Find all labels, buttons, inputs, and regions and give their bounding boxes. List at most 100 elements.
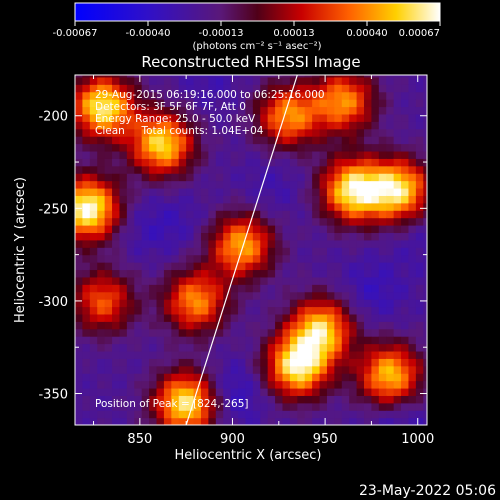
- heatmap-cell: [119, 380, 128, 389]
- heatmap-cell: [200, 210, 209, 219]
- heatmap-cell: [134, 210, 143, 219]
- heatmap-cell: [319, 232, 328, 241]
- heatmap-cell: [393, 387, 402, 396]
- heatmap-cell: [134, 202, 143, 211]
- heatmap-cell: [200, 106, 209, 115]
- heatmap-cell: [149, 91, 158, 100]
- heatmap-cell: [238, 402, 247, 411]
- heatmap-cell: [186, 113, 195, 122]
- heatmap-cell: [393, 306, 402, 315]
- heatmap-cell: [252, 75, 261, 78]
- heatmap-cell: [275, 239, 284, 248]
- heatmap-cell: [356, 165, 365, 174]
- heatmap-cell: [171, 343, 180, 352]
- heatmap-cell: [289, 225, 298, 234]
- heatmap-cell: [112, 343, 121, 352]
- heatmap-cell: [289, 121, 298, 130]
- heatmap-cell: [341, 373, 350, 382]
- heatmap-cell: [141, 75, 150, 78]
- heatmap-cell: [341, 269, 350, 278]
- heatmap-cell: [230, 373, 239, 382]
- heatmap-cell: [208, 187, 217, 196]
- heatmap-cell: [82, 262, 91, 271]
- heatmap-cell: [126, 158, 135, 167]
- heatmap-cell: [386, 99, 395, 108]
- heatmap-cell: [364, 232, 373, 241]
- heatmap-cell: [297, 99, 306, 108]
- heatmap-cell: [230, 306, 239, 315]
- heatmap-cell: [356, 106, 365, 115]
- heatmap-cell: [252, 225, 261, 234]
- heatmap-cell: [238, 75, 247, 78]
- heatmap-cell: [82, 136, 91, 145]
- heatmap-cell: [371, 217, 380, 226]
- heatmap-cell: [178, 299, 187, 308]
- heatmap-cell: [193, 99, 202, 108]
- heatmap-cell: [260, 410, 269, 419]
- heatmap-cell: [297, 202, 306, 211]
- heatmap-cell: [82, 195, 91, 204]
- heatmap-cell: [200, 173, 209, 182]
- heatmap-cell: [282, 210, 291, 219]
- x-tick-label: 850: [127, 432, 152, 447]
- heatmap-cell: [334, 165, 343, 174]
- heatmap-cell: [319, 343, 328, 352]
- heatmap-cell: [178, 76, 187, 85]
- heatmap-cell: [163, 210, 172, 219]
- heatmap-cell: [82, 128, 91, 137]
- heatmap-cell: [260, 387, 269, 396]
- heatmap-cell: [171, 262, 180, 271]
- heatmap-cell: [334, 195, 343, 204]
- heatmap-cell: [349, 387, 358, 396]
- x-tick-label: 900: [220, 432, 245, 447]
- heatmap-cell: [82, 158, 91, 167]
- heatmap-cell: [282, 373, 291, 382]
- heatmap-cell: [134, 410, 143, 419]
- heatmap-cell: [341, 387, 350, 396]
- heatmap-cell: [149, 306, 158, 315]
- heatmap-cell: [282, 75, 291, 78]
- heatmap-cell: [378, 84, 387, 93]
- heatmap-cell: [356, 150, 365, 159]
- heatmap-cell: [401, 343, 410, 352]
- heatmap-cell: [223, 121, 232, 130]
- heatmap-cell: [393, 328, 402, 337]
- heatmap-cell: [304, 262, 313, 271]
- heatmap-cell: [304, 373, 313, 382]
- heatmap-cell: [334, 106, 343, 115]
- heatmap-cell: [193, 247, 202, 256]
- heatmap-cell: [289, 187, 298, 196]
- heatmap-cell: [319, 417, 328, 425]
- heatmap-cell: [415, 343, 424, 352]
- heatmap-cell: [349, 143, 358, 152]
- heatmap-cell: [275, 291, 284, 300]
- heatmap-cell: [341, 84, 350, 93]
- heatmap-cell: [408, 180, 417, 189]
- heatmap-cell: [415, 232, 424, 241]
- heatmap-cell: [408, 358, 417, 367]
- heatmap-cell: [401, 165, 410, 174]
- heatmap-cell: [252, 395, 261, 404]
- heatmap-cell: [341, 306, 350, 315]
- heatmap-cell: [178, 373, 187, 382]
- heatmap-cell: [289, 173, 298, 182]
- heatmap-cell: [349, 350, 358, 359]
- heatmap-cell: [75, 158, 84, 167]
- heatmap-cell: [326, 254, 335, 263]
- heatmap-cell: [126, 410, 135, 419]
- heatmap-cell: [141, 313, 150, 322]
- heatmap-cell: [186, 128, 195, 137]
- heatmap-cell: [304, 91, 313, 100]
- heatmap-cell: [275, 136, 284, 145]
- heatmap-cell: [89, 165, 98, 174]
- heatmap-cell: [141, 358, 150, 367]
- heatmap-cell: [252, 99, 261, 108]
- heatmap-cell: [223, 165, 232, 174]
- heatmap-cell: [408, 380, 417, 389]
- heatmap-cell: [200, 350, 209, 359]
- heatmap-cell: [267, 165, 276, 174]
- heatmap-cell: [208, 239, 217, 248]
- heatmap-cell: [312, 328, 321, 337]
- heatmap-cell: [75, 306, 84, 315]
- heatmap-cell: [245, 165, 254, 174]
